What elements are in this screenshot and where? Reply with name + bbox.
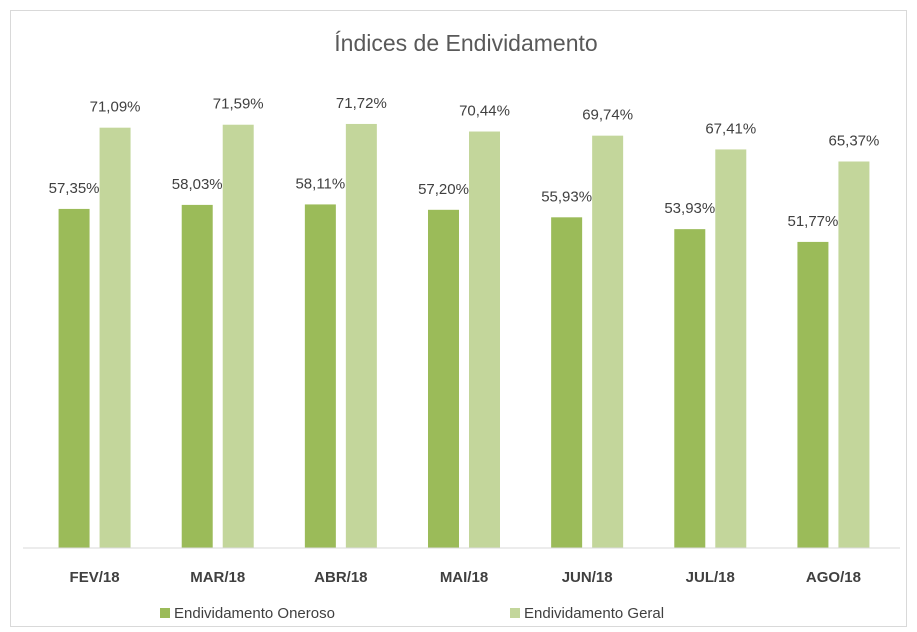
x-tick-label: JUN/18 — [562, 569, 613, 586]
data-label: 53,93% — [664, 200, 715, 217]
data-label: 67,41% — [705, 120, 756, 137]
chart-title: Índices de Endividamento — [334, 30, 597, 56]
data-label: 69,74% — [582, 107, 633, 124]
bar — [58, 208, 90, 548]
data-label: 71,09% — [90, 99, 141, 116]
x-tick-label: FEV/18 — [70, 569, 120, 586]
x-tick-label: MAR/18 — [190, 569, 245, 586]
legend-label: Endividamento Geral — [524, 605, 664, 622]
bar — [674, 229, 706, 549]
bar — [99, 127, 131, 549]
bar — [181, 204, 213, 548]
x-tick-label: JUL/18 — [686, 569, 735, 586]
legend-swatch — [160, 608, 170, 618]
data-label: 51,77% — [787, 213, 838, 230]
legend-swatch — [510, 608, 520, 618]
bar — [551, 217, 583, 548]
data-label: 58,11% — [295, 175, 345, 192]
x-tick-label: AGO/18 — [806, 569, 861, 586]
data-label: 55,93% — [541, 188, 592, 205]
bar — [838, 161, 870, 548]
bar — [345, 123, 377, 548]
data-label: 70,44% — [459, 102, 510, 119]
data-label: 57,20% — [418, 181, 469, 198]
data-label: 65,37% — [828, 132, 879, 149]
legend-label: Endividamento Oneroso — [174, 605, 335, 622]
bar — [592, 135, 624, 549]
bar — [428, 209, 459, 548]
data-label: 57,35% — [49, 180, 100, 197]
bar — [797, 241, 829, 548]
data-label: 71,72% — [336, 95, 387, 112]
bar — [222, 124, 254, 548]
bar — [469, 131, 500, 548]
data-label: 71,59% — [213, 96, 264, 113]
x-tick-label: MAI/18 — [440, 569, 488, 586]
x-tick-label: ABR/18 — [314, 569, 367, 586]
data-label: 58,03% — [172, 176, 223, 193]
bar — [715, 149, 747, 549]
bar — [304, 204, 336, 548]
